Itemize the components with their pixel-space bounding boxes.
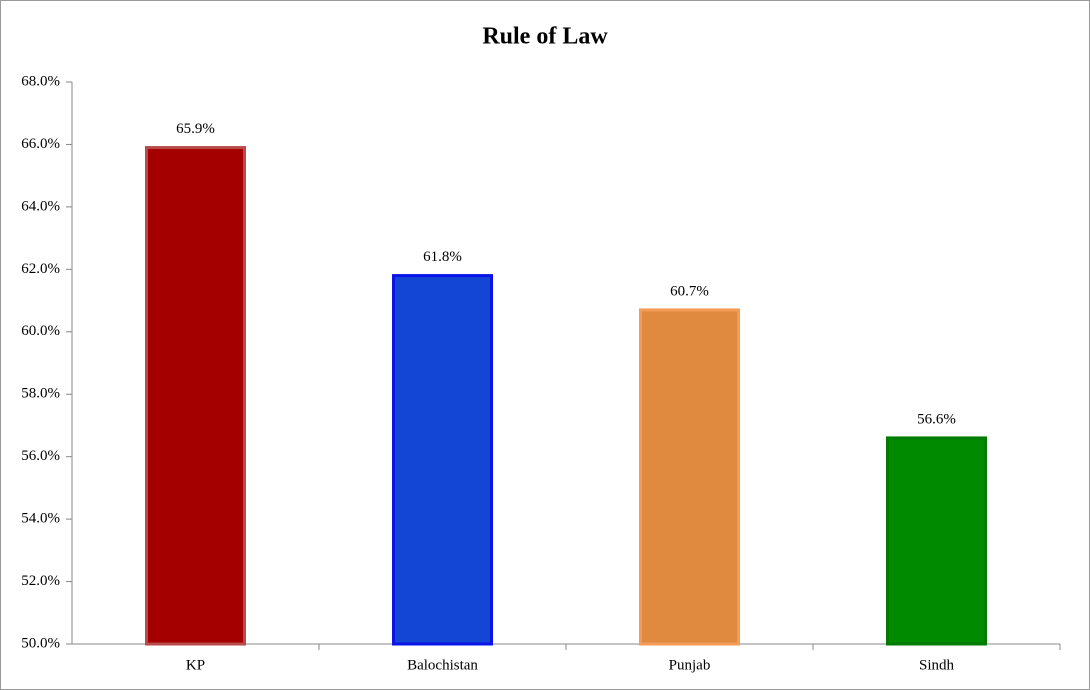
chart-title: Rule of Law — [482, 24, 608, 50]
y-tick-label: 62.0% — [21, 261, 60, 277]
x-tick-label: Sindh — [919, 657, 955, 673]
x-tick-label: Punjab — [669, 657, 711, 673]
x-tick-label: KP — [186, 657, 205, 673]
y-tick-label: 56.0% — [21, 448, 60, 464]
y-tick-label: 52.0% — [21, 573, 60, 589]
data-label: 60.7% — [670, 283, 709, 299]
bar — [392, 274, 493, 646]
bar — [145, 146, 246, 646]
data-label: 65.9% — [176, 121, 215, 137]
y-tick-label: 58.0% — [21, 386, 60, 402]
data-label: 56.6% — [917, 411, 956, 427]
y-tick-label: 64.0% — [21, 198, 60, 214]
bar — [886, 436, 987, 646]
x-tick-label: Balochistan — [407, 657, 478, 673]
y-tick-label: 54.0% — [21, 511, 60, 527]
y-tick-label: 50.0% — [21, 635, 60, 651]
y-tick-label: 66.0% — [21, 136, 60, 152]
bar — [639, 308, 740, 646]
data-label: 61.8% — [423, 249, 462, 265]
y-tick-label: 68.0% — [21, 73, 60, 89]
y-tick-label: 60.0% — [21, 323, 60, 339]
